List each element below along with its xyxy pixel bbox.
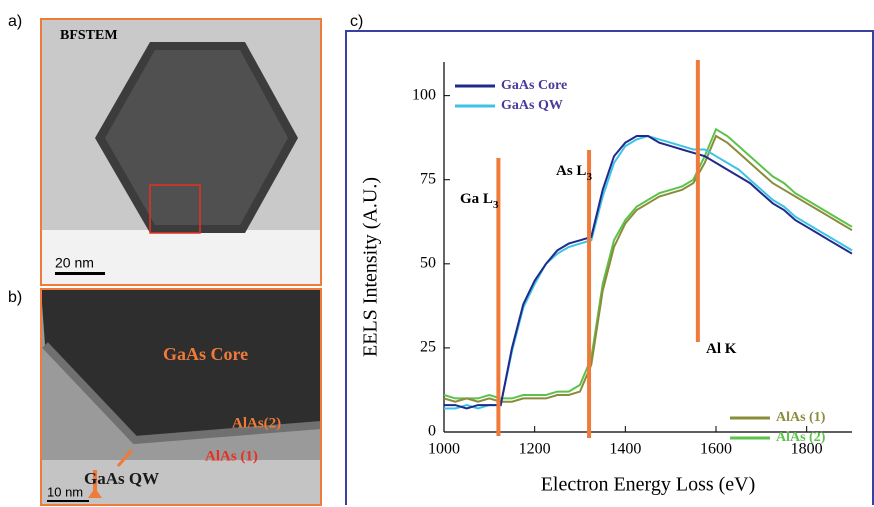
region-label: AlAs(2) [232, 415, 281, 431]
edge-label: Al K [706, 341, 737, 357]
legend-label: GaAs Core [501, 78, 567, 93]
edge-marker [587, 150, 591, 438]
edge-label-main: Al K [706, 341, 737, 357]
legend-label: AlAs (2) [776, 430, 826, 445]
legend-label: GaAs QW [501, 98, 563, 113]
y-tick-label: 0 [428, 423, 436, 440]
legend-label: AlAs (1) [776, 410, 826, 425]
y-tick-label: 25 [420, 339, 436, 356]
edge-marker [696, 60, 700, 342]
x-tick-label: 1600 [700, 441, 732, 458]
series-line [444, 129, 852, 398]
panel-label: a) [8, 13, 22, 30]
x-axis-title: Electron Energy Loss (eV) [541, 474, 756, 496]
edge-label-sub: 3 [586, 171, 592, 183]
edge-label-main: Ga L [460, 191, 493, 207]
edge-label-main: As L [556, 163, 586, 179]
caption: BFSTEM [60, 28, 118, 43]
region-label: GaAs Core [163, 344, 248, 364]
micrograph-b [41, 289, 321, 505]
edge-label: As L3 [556, 163, 592, 182]
panel-label: b) [8, 289, 22, 306]
micrograph-a [41, 19, 321, 285]
region-label: AlAs (1) [205, 448, 258, 464]
figure: a) BFSTEM 20 nm b) GaAs Core AlAs(2) AlA… [0, 0, 874, 507]
scale-label: 20 nm [55, 255, 94, 271]
x-tick-label: 1200 [519, 441, 551, 458]
x-tick-label: 1400 [609, 441, 641, 458]
edge-label-sub: 3 [493, 199, 499, 211]
panel-label: c) [350, 13, 363, 30]
x-tick-label: 1000 [428, 441, 460, 458]
y-axis-title: EELS Intensity (A.U.) [360, 177, 382, 357]
region-label: GaAs QW [84, 469, 159, 488]
scale-label: 10 nm [47, 484, 83, 499]
y-tick-label: 100 [412, 86, 436, 103]
page: {"panels": { "a": {"label": "a)", "capti… [0, 0, 874, 507]
series-line [444, 136, 852, 409]
y-tick-label: 75 [420, 170, 436, 187]
edge-label: Ga L3 [460, 191, 499, 210]
series-line [444, 136, 852, 409]
y-tick-label: 50 [420, 254, 436, 271]
series-line [444, 136, 852, 402]
